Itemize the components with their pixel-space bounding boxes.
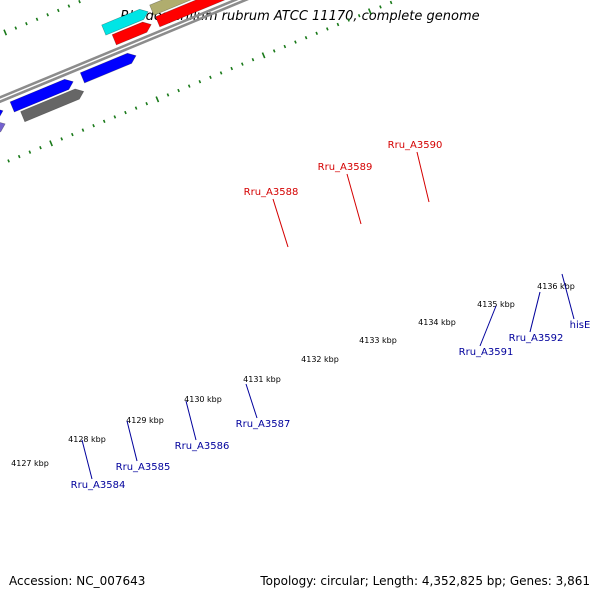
gene-labels[interactable]: Rru_A3588 Rru_A3589 Rru_A3590 Rru_A3584 Rru_… <box>71 140 591 491</box>
leader-line <box>416 151 430 203</box>
minor-tick <box>60 137 64 141</box>
major-tick <box>367 8 372 15</box>
minor-tick <box>177 88 180 93</box>
minor-tick <box>347 18 350 22</box>
leader-line <box>81 439 93 480</box>
leader-line <box>479 305 497 347</box>
leader-line <box>346 173 362 225</box>
genome-backbone <box>0 0 600 256</box>
gene-label-bottom[interactable]: Rru_A3586 <box>175 441 230 452</box>
gene-arrow[interactable] <box>0 106 5 134</box>
gene-arrow[interactable] <box>149 0 248 16</box>
gene-features[interactable] <box>0 0 479 168</box>
minor-tick <box>294 40 297 44</box>
genome-summary-text: Topology: circular; Length: 4,352,825 bp… <box>260 574 590 588</box>
scale-label: 4132 kbp <box>301 355 339 364</box>
gene-arrow[interactable] <box>155 0 254 28</box>
scale-labels: 4127 kbp 4128 kbp 4129 kbp 4130 kbp 4131 kbp… <box>11 282 575 468</box>
minor-tick <box>166 93 170 97</box>
gene-label-top[interactable]: Rru_A3588 <box>244 187 299 198</box>
scale-label: 4133 kbp <box>359 336 397 345</box>
major-tick <box>155 96 160 103</box>
minor-tick <box>14 26 18 30</box>
minor-tick <box>17 154 21 159</box>
gene-label-bottom[interactable]: Rru_A3584 <box>71 480 126 491</box>
tick-marks <box>3 0 393 163</box>
minor-tick <box>251 58 255 62</box>
scale-label: 4134 kbp <box>418 318 456 327</box>
minor-tick <box>241 62 244 66</box>
minor-tick <box>230 66 234 71</box>
major-tick <box>261 52 266 59</box>
minor-tick <box>39 146 42 150</box>
leader-line <box>245 383 258 419</box>
scale-label: 4129 kbp <box>126 416 164 425</box>
minor-tick <box>46 13 49 17</box>
minor-tick <box>389 0 393 5</box>
leader-line <box>126 420 138 462</box>
major-tick <box>49 140 53 147</box>
gene-arrow[interactable] <box>20 86 86 123</box>
minor-tick <box>379 5 382 9</box>
minor-tick <box>67 4 71 8</box>
gene-label-top[interactable]: Rru_A3589 <box>318 162 373 173</box>
accession-text: Accession: NC_007643 <box>9 574 146 588</box>
leader-line <box>185 400 197 441</box>
minor-tick <box>56 8 60 13</box>
minor-tick <box>283 44 287 49</box>
minor-tick <box>81 128 85 132</box>
minor-tick <box>198 80 202 84</box>
scale-label: 4130 kbp <box>184 395 222 404</box>
gene-label-bottom[interactable]: Rru_A3587 <box>236 419 291 430</box>
minor-tick <box>25 21 28 26</box>
leader-line <box>272 198 289 248</box>
minor-tick <box>71 132 74 137</box>
minor-tick <box>315 31 319 35</box>
minor-tick <box>28 150 32 154</box>
scale-label: 4131 kbp <box>243 375 281 384</box>
minor-tick <box>113 115 117 119</box>
scale-label: 4136 kbp <box>537 282 575 291</box>
minor-tick <box>209 75 212 80</box>
minor-tick <box>187 84 191 88</box>
minor-tick <box>336 22 340 27</box>
gene-arrow[interactable] <box>79 51 138 84</box>
minor-tick <box>219 71 223 75</box>
minor-tick <box>272 49 276 53</box>
tick-row-top <box>3 0 81 36</box>
minor-tick <box>357 14 361 18</box>
minor-tick <box>102 119 106 124</box>
gene-label-bottom[interactable]: Rru_A3592 <box>509 333 564 344</box>
backbone-strand-2 <box>0 0 600 256</box>
tick-row-bottom <box>7 0 393 163</box>
backbone-strand-1 <box>0 0 600 252</box>
minor-tick <box>7 159 10 163</box>
gene-arrow[interactable] <box>111 19 153 46</box>
scale-label: 4135 kbp <box>477 300 515 309</box>
map-title: Rhodospirillum rubrum ATCC 11170, comple… <box>120 9 480 24</box>
gene-label-bottom[interactable]: Rru_A3585 <box>116 462 171 473</box>
gene-arrow[interactable] <box>101 7 151 36</box>
minor-tick <box>134 106 138 110</box>
minor-tick <box>78 0 81 4</box>
minor-tick <box>124 110 127 115</box>
gene-arrow[interactable] <box>0 119 7 168</box>
minor-tick <box>35 17 39 21</box>
minor-tick <box>92 124 95 128</box>
major-tick <box>3 29 8 36</box>
leader-line <box>561 273 575 320</box>
minor-tick <box>145 102 149 106</box>
scale-label: 4127 kbp <box>11 459 49 468</box>
scale-label: 4128 kbp <box>68 435 106 444</box>
leader-line <box>529 291 541 333</box>
gene-label-bottom[interactable]: Rru_A3591 <box>459 347 514 358</box>
minor-tick <box>304 36 308 40</box>
gene-arrow[interactable] <box>9 77 75 113</box>
gene-label-top[interactable]: Rru_A3590 <box>388 140 443 151</box>
gene-label-bottom[interactable]: hisE <box>570 320 591 331</box>
minor-tick <box>326 27 329 31</box>
